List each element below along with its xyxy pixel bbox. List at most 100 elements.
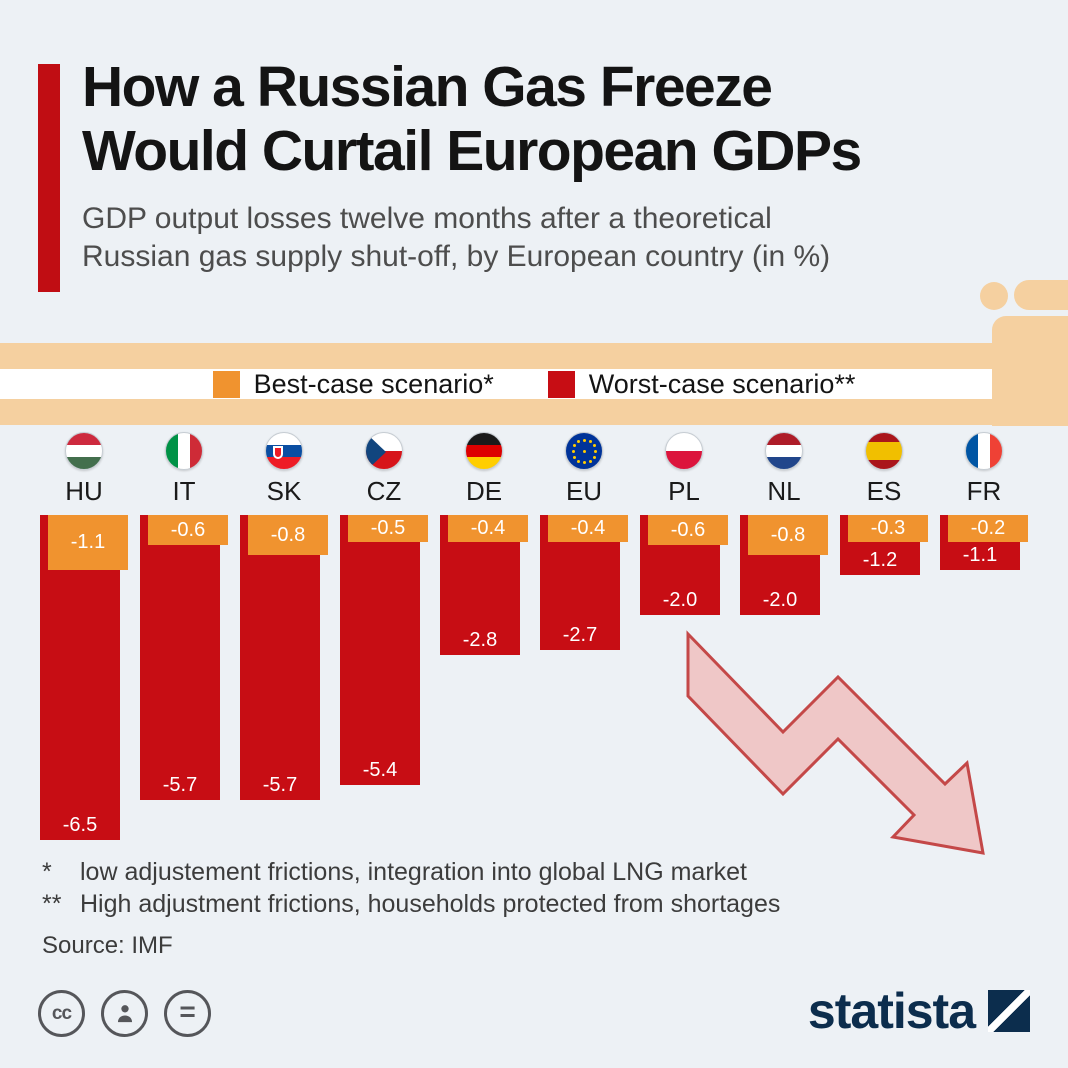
country-column-pl: PL -2.0 -0.6	[634, 432, 734, 847]
best-case-value: -0.3	[870, 517, 906, 539]
country-code: PL	[668, 476, 700, 506]
bar-group: -6.5 -1.1	[40, 515, 128, 847]
best-case-value: -0.4	[470, 517, 506, 539]
country-column-it: IT -5.7 -0.6	[134, 432, 234, 847]
worst-case-value: -2.0	[762, 589, 798, 611]
page-subtitle-line2: Russian gas supply shut-off, by European…	[82, 240, 831, 274]
it-flag-icon	[165, 432, 203, 470]
bar-group: -5.4 -0.5	[340, 515, 428, 847]
bar-group: -5.7 -0.8	[240, 515, 328, 847]
nl-flag-icon	[765, 432, 803, 470]
pipe-valve-knob-decoration	[980, 282, 1008, 310]
worst-case-value: -5.7	[262, 774, 298, 796]
best-case-value: -0.4	[570, 517, 606, 539]
country-code: NL	[767, 476, 801, 506]
bar-group: -2.0 -0.6	[640, 515, 728, 847]
best-case-bar: -0.4	[448, 515, 528, 542]
bar-group: -5.7 -0.6	[140, 515, 228, 847]
worst-case-value: -2.7	[562, 624, 598, 646]
fr-flag-icon	[965, 432, 1003, 470]
best-case-bar: -1.1	[48, 515, 128, 570]
country-code: DE	[465, 476, 503, 506]
worst-case-value: -6.5	[62, 814, 98, 836]
footnote-best-case: * low adjustement frictions, integration…	[42, 856, 1022, 888]
country-code: SK	[266, 476, 302, 506]
creative-commons-icon: cc	[38, 990, 85, 1037]
pipe-valve-handle-decoration	[1014, 280, 1068, 310]
country-code: CZ	[366, 476, 402, 506]
page-subtitle: GDP output losses twelve months after a …	[82, 200, 1002, 277]
worst-case-value: -5.4	[362, 759, 398, 781]
best-case-bar: -0.2	[948, 515, 1028, 542]
country-code: HU	[65, 476, 103, 506]
country-column-sk: SK -5.7 -0.8	[234, 432, 334, 847]
best-case-value: -0.6	[170, 518, 206, 541]
footnote-marker: **	[42, 890, 62, 918]
statista-wordmark: statista	[807, 983, 976, 1039]
footnote-worst-case: ** High adjustment frictions, households…	[42, 888, 1022, 920]
best-case-value: -0.2	[970, 517, 1006, 539]
header: How a Russian Gas Freeze Would Curtail E…	[82, 55, 1002, 277]
best-case-bar: -0.4	[548, 515, 628, 542]
chart-legend: Best-case scenario* Worst-case scenario*…	[0, 360, 1068, 408]
legend-band	[0, 369, 1068, 399]
worst-case-bar: -5.7	[240, 515, 320, 800]
footnote-text: High adjustment frictions, households pr…	[80, 890, 781, 918]
best-case-value: -0.8	[770, 523, 806, 546]
bar-group: -2.0 -0.8	[740, 515, 828, 847]
pipe-stripe-bottom	[0, 399, 1068, 425]
es-flag-icon	[865, 432, 903, 470]
eu-flag-icon	[565, 432, 603, 470]
worst-case-value: -1.1	[962, 544, 998, 566]
best-case-bar: -0.3	[848, 515, 928, 542]
best-case-bar: -0.5	[348, 515, 428, 542]
worst-case-label: Worst-case scenario**	[588, 368, 856, 399]
country-column-cz: CZ -5.4 -0.5	[334, 432, 434, 847]
sk-flag-icon	[265, 432, 303, 470]
worst-case-value: -2.0	[662, 589, 698, 611]
pl-flag-icon	[665, 432, 703, 470]
country-code: IT	[172, 476, 196, 506]
best-case-bar: -0.8	[248, 515, 328, 555]
best-case-value: -0.5	[370, 517, 406, 539]
country-code: EU	[565, 476, 603, 506]
best-case-value: -0.6	[670, 518, 706, 541]
source-attribution: Source: IMF	[42, 932, 173, 959]
hu-flag-icon	[65, 432, 103, 470]
decline-arrow-decoration	[686, 630, 985, 855]
license-icons: cc =	[38, 990, 211, 1037]
country-column-nl: NL -2.0 -0.8	[734, 432, 834, 847]
de-flag-icon	[465, 432, 503, 470]
country-column-es: ES -1.2 -0.3	[834, 432, 934, 847]
best-case-label: Best-case scenario*	[253, 368, 494, 399]
best-case-bar: -0.6	[648, 515, 728, 545]
country-code: FR	[966, 476, 1002, 506]
worst-case-bar: -5.7	[140, 515, 220, 800]
legend-item-worst-case: Worst-case scenario**	[547, 368, 856, 400]
equal-sign-icon: =	[164, 990, 211, 1037]
best-case-bar: -0.8	[748, 515, 828, 555]
title-accent-bar	[38, 64, 60, 292]
attribution-person-icon	[101, 990, 148, 1037]
page-subtitle-line1: GDP output losses twelve months after a …	[82, 201, 772, 235]
page-title-line2: Would Curtail European GDPs	[82, 118, 862, 183]
footnotes: * low adjustement frictions, integration…	[42, 856, 1022, 960]
bar-chart: HU -6.5 -1.1 IT -5.7 -0.6 SK -5.7 -0.8 CZ -5.4 -0.5…	[34, 432, 1034, 847]
country-code: ES	[866, 476, 902, 506]
statista-logo-square-icon	[988, 990, 1030, 1032]
footnote-text: low adjustement frictions, integration i…	[80, 858, 747, 886]
worst-case-value: -2.8	[462, 629, 498, 651]
worst-case-swatch-icon	[547, 370, 575, 398]
bar-group: -1.1 -0.2	[940, 515, 1028, 847]
best-case-value: -1.1	[70, 531, 106, 553]
legend-item-best-case: Best-case scenario*	[212, 368, 494, 400]
page-title: How a Russian Gas Freeze Would Curtail E…	[82, 55, 1002, 184]
page-title-line1: How a Russian Gas Freeze	[82, 55, 773, 119]
worst-case-value: -1.2	[862, 549, 898, 571]
country-column-hu: HU -6.5 -1.1	[34, 432, 134, 847]
country-column-eu: EU -2.7 -0.4	[534, 432, 634, 847]
pipe-stripe-top	[0, 343, 1068, 369]
cz-flag-icon	[365, 432, 403, 470]
country-column-fr: FR -1.1 -0.2	[934, 432, 1034, 847]
bar-group: -1.2 -0.3	[840, 515, 928, 847]
